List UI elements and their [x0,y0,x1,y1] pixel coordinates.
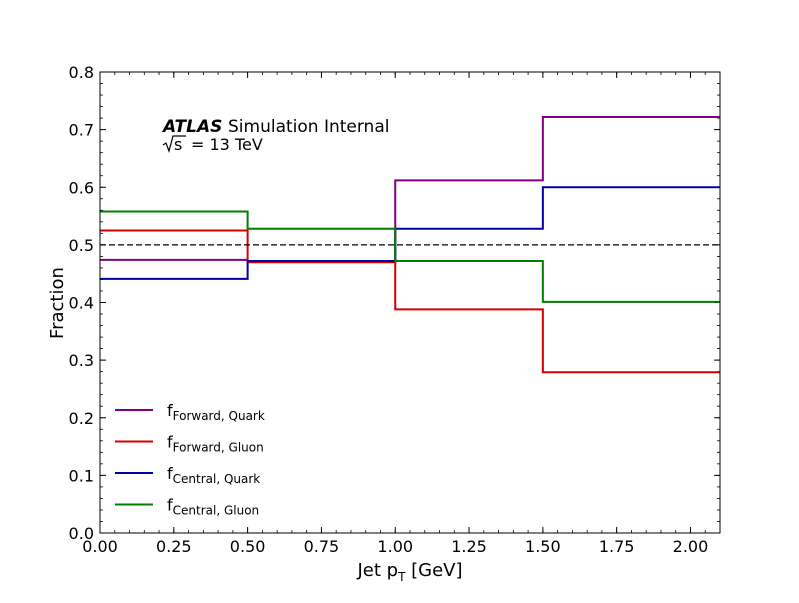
legend-entry-sub: Central, Gluon [173,504,260,518]
major-ticks [99,71,720,534]
legend-entry-sub: Central, Quark [173,472,261,486]
x-tick-label: 1.75 [599,537,635,556]
legend-entry-label: fCentral, Gluon [167,496,259,518]
energy-value: = 13 TeV [191,135,263,154]
atlas-label: ATLAS [161,117,222,137]
legend-entry-sub: Forward, Gluon [173,441,264,455]
plot-frame [99,71,721,534]
y-tick-labels: 0.0 0.1 0.2 0.3 0.4 0.5 0.6 0.7 0.8 [69,63,94,543]
x-tick-label: 0.00 [82,537,118,556]
x-tick-label: 2.00 [673,537,709,556]
energy-symbol: s [174,135,182,154]
series-layer [100,115,720,374]
y-tick-label: 0.6 [69,178,94,197]
x-tick-labels: 0.00 0.25 0.50 0.75 1.00 1.25 1.50 1.75 2.00 [82,537,708,556]
y-tick-label: 0.3 [69,351,94,370]
simulation-internal-label: Simulation Internal [228,117,389,137]
legend-entry-label: fForward, Quark [167,401,265,423]
x-tick-label: 1.00 [377,537,413,556]
series-line-forward-gluon [100,229,720,374]
y-tick-label: 0.2 [69,409,94,428]
y-tick-label: 0.0 [69,524,94,543]
y-tick-label: 0.4 [69,294,94,313]
legend-entry-sub: Forward, Quark [173,409,265,423]
x-tick-label: 1.25 [451,537,487,556]
y-tick-label: 0.8 [69,63,94,82]
y-tick-label: 0.7 [69,121,94,140]
x-tick-label: 0.75 [304,537,340,556]
y-axis-label: Fraction [47,267,68,339]
x-tick-label: 0.50 [230,537,266,556]
legend-entry-label: fCentral, Quark [167,464,260,486]
legend-entry-label: fForward, Gluon [167,433,264,455]
series-line-central-gluon [100,210,720,303]
energy-label: s = 13 TeV [162,135,263,154]
x-axis-label: Jet pT [GeV] [356,560,462,584]
x-tick-label: 0.25 [156,537,192,556]
legend: fForward, Quark fForward, Gluon fCentral, … [115,401,265,518]
sqrt-symbol [162,135,186,153]
y-tick-label: 0.5 [69,236,94,255]
y-tick-label: 0.1 [69,466,94,485]
x-axis-label-sub: T [397,570,406,584]
x-tick-label: 1.50 [525,537,561,556]
